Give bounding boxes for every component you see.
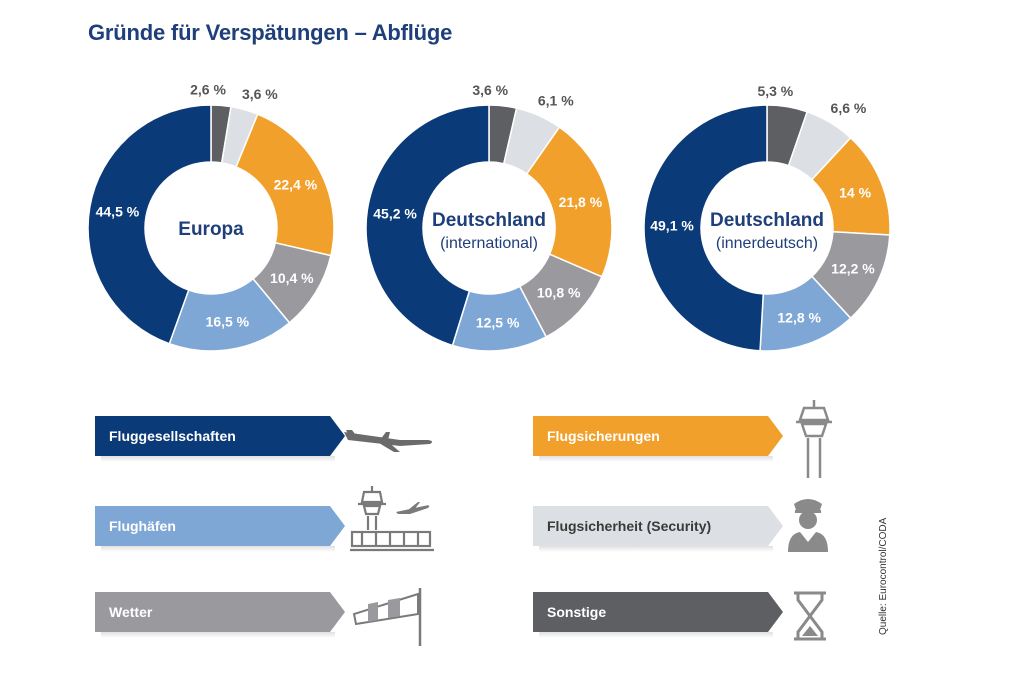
source-note: Quelle: Eurocontrol/CODA — [878, 517, 889, 635]
windsock-icon — [352, 588, 422, 646]
donut-slice — [365, 104, 490, 347]
hourglass-icon — [794, 591, 826, 641]
slice-label: 14 % — [839, 184, 871, 200]
donut-charts: 2,6 % 3,6 % 22,4 % 10,4 % 16,5 % 44,5 % Europa… — [87, 81, 891, 352]
legend-label: Flugsicherheit (Security) — [547, 518, 712, 534]
slice-label: 5,3 % — [757, 83, 793, 99]
legend-label: Fluggesellschaften — [109, 428, 236, 444]
slice-label: 21,8 % — [559, 194, 603, 210]
page-title: Gründe für Verspätungen – Abflüge — [88, 20, 453, 45]
slice-label: 45,2 % — [373, 206, 417, 222]
slice-label: 12,2 % — [831, 260, 875, 276]
slice-label: 6,6 % — [831, 100, 867, 116]
slice-label: 10,4 % — [270, 270, 314, 286]
slice-label: 10,8 % — [537, 285, 581, 301]
donut-chart-2: 3,6 % 6,1 % 21,8 % 10,8 % 12,5 % 45,2 % Deutsc… — [365, 82, 613, 352]
donut-chart-3: 5,3 % 6,6 % 14 % 12,2 % 12,8 % 49,1 % Deutschl… — [643, 83, 891, 352]
airport-terminal-icon — [350, 486, 434, 552]
slice-label: 3,6 % — [472, 82, 508, 98]
slice-label: 44,5 % — [96, 204, 140, 220]
donut-slice — [235, 113, 335, 257]
slice-label: 12,8 % — [777, 309, 821, 325]
legend-label: Flughäfen — [109, 518, 176, 534]
legend-label: Flugsicherungen — [547, 428, 660, 444]
chart-center-title: Deutschland — [432, 210, 546, 231]
donut-slice — [525, 126, 613, 278]
security-officer-icon — [788, 499, 828, 552]
control-tower-icon — [796, 400, 832, 478]
legend-label: Sonstige — [547, 604, 607, 620]
slice-label: 16,5 % — [206, 314, 250, 330]
donut-slice — [643, 104, 768, 352]
airplane-icon — [344, 430, 433, 452]
donut-slice — [87, 104, 212, 345]
chart-center-title: Europa — [178, 219, 244, 240]
chart-center-subtitle: (innerdeutsch) — [716, 235, 818, 252]
slice-label: 49,1 % — [650, 217, 694, 233]
slice-label: 2,6 % — [190, 81, 226, 97]
slice-label: 3,6 % — [242, 86, 278, 102]
chart-center-subtitle: (international) — [440, 235, 538, 252]
slice-label: 12,5 % — [476, 315, 520, 331]
slice-label: 6,1 % — [538, 93, 574, 109]
chart-center-title: Deutschland — [710, 210, 824, 231]
legend-label: Wetter — [109, 604, 153, 620]
donut-chart-1: 2,6 % 3,6 % 22,4 % 10,4 % 16,5 % 44,5 % Europa — [87, 81, 335, 352]
slice-label: 22,4 % — [274, 176, 318, 192]
